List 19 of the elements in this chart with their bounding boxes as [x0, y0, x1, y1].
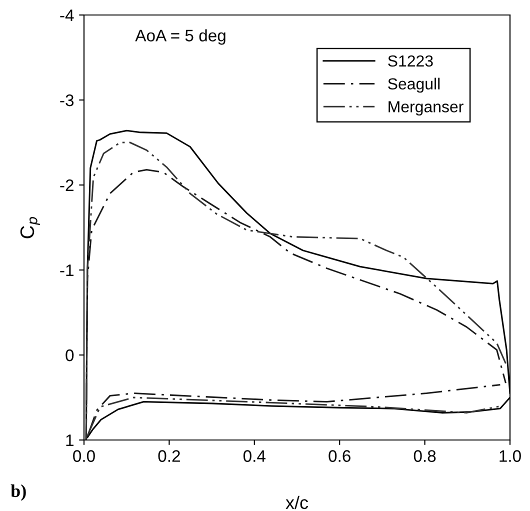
legend-label: Merganser [388, 101, 464, 116]
y-tick-label: 1 [66, 434, 74, 446]
y-tick-label: -3 [60, 94, 74, 106]
legend-label: S1223 [388, 55, 433, 67]
y-tick-label: -1 [60, 264, 74, 276]
x-tick-label: 0.2 [158, 450, 180, 462]
text: b) [10, 484, 26, 501]
x-tick-label: 0.6 [328, 450, 350, 462]
y-tick-label: -2 [60, 179, 74, 192]
x-axis-title: x/c [286, 496, 308, 510]
y-tick-label: 0 [66, 349, 74, 362]
y-axis-title: C$_{p}$ [20, 217, 40, 238]
annotation: AoA = 5 deg [135, 29, 226, 45]
x-tick-label: 1.0 [500, 450, 521, 462]
x-tick-label: 0.8 [414, 450, 436, 462]
legend-label: Seagull [388, 78, 440, 93]
x-tick-label: 0.0 [73, 450, 95, 462]
y-tick-label: -4 [60, 10, 74, 22]
x-tick-label: 0.4 [243, 450, 266, 462]
